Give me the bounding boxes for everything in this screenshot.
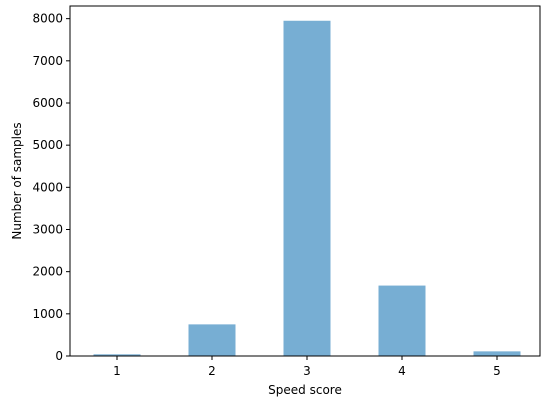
bar-3 (283, 20, 331, 357)
y-tick-label: 2000 (32, 265, 63, 279)
y-tick-label: 4000 (32, 180, 63, 194)
bars-group (93, 20, 521, 357)
y-axis-label: Number of samples (10, 122, 24, 239)
y-tick-label: 0 (55, 349, 63, 363)
plot-frame (69, 5, 541, 357)
y-axis-ticks: 0 1000 2000 3000 4000 5000 6000 7000 8000 (32, 12, 70, 363)
x-tick-label: 3 (303, 364, 311, 378)
y-tick-label: 3000 (32, 222, 63, 236)
y-tick-label: 5000 (32, 138, 63, 152)
x-axis-label: Speed score (268, 383, 342, 397)
bar-4 (378, 285, 426, 356)
x-tick-label: 4 (398, 364, 406, 378)
y-tick-label: 7000 (32, 54, 63, 68)
x-tick-label: 5 (493, 364, 501, 378)
bar-5 (473, 351, 521, 356)
x-tick-label: 1 (113, 364, 121, 378)
x-axis-ticks: 1 2 3 4 5 (113, 356, 501, 378)
bar-1 (93, 354, 141, 356)
bar-2 (188, 324, 236, 356)
y-tick-label: 1000 (32, 307, 63, 321)
y-tick-label: 8000 (32, 12, 63, 26)
x-tick-label: 2 (208, 364, 216, 378)
y-tick-label: 6000 (32, 96, 63, 110)
